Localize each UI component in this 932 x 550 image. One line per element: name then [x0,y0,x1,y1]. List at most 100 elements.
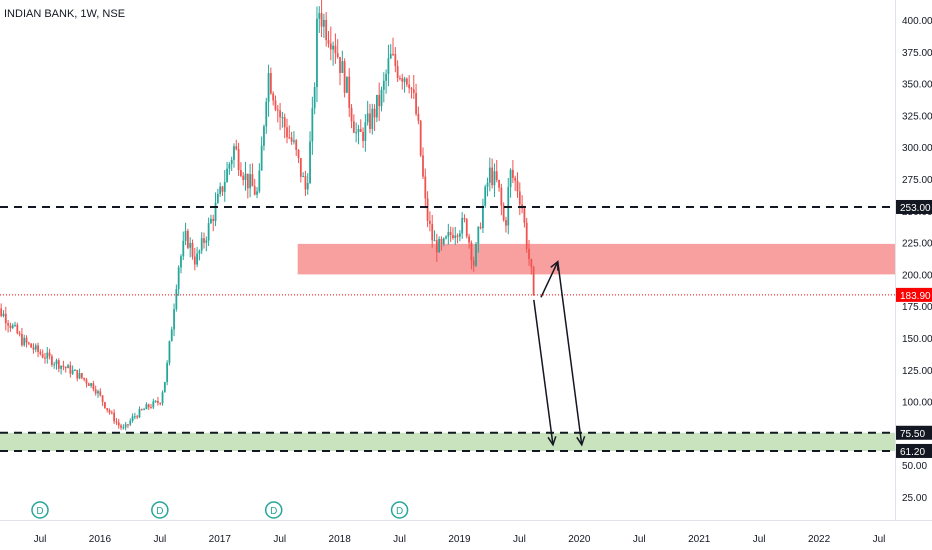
candle-body [97,391,99,394]
candle-body [532,267,535,295]
candle [239,162,242,178]
candle [260,136,263,171]
candle [53,361,56,369]
candle [491,158,494,189]
candle [251,163,254,187]
candle [0,303,3,318]
candle [482,198,484,233]
candle [196,246,199,268]
candle [233,143,235,168]
candle-body [39,351,42,354]
candle [122,424,125,430]
candle-body [16,324,19,334]
candle-body [226,168,228,183]
candle-body [246,173,249,189]
candle-body [528,248,530,259]
candle [500,183,503,216]
time-tick-label: 2019 [448,534,471,545]
candle [189,237,192,258]
candle [304,170,307,196]
candle [295,139,298,156]
candle-body [498,180,500,188]
candle [456,233,459,244]
candle [327,30,330,48]
candle [249,164,252,198]
candle-body [424,176,427,199]
candle-body [465,219,468,237]
time-axis[interactable]: Jul 2016 Jul 2017 Jul 2018 Jul 2019 Jul 2020 Jul 20… [34,534,886,545]
candle [193,247,196,271]
candle-body [186,230,189,248]
candle [14,321,16,327]
candle-body [403,78,406,82]
candle-body [442,238,445,245]
candle [34,343,37,353]
candle-body [486,182,489,187]
candle [113,409,116,424]
candle-body [482,205,484,229]
candle [205,236,208,252]
candle-body [104,402,106,409]
candle [154,400,157,403]
candle-body [46,352,49,359]
candle-body [431,223,434,241]
candle-body [426,198,429,221]
projection-arrow [557,261,586,447]
candle [110,410,113,415]
candle [401,73,404,90]
time-tick-label: Jul [753,534,766,545]
candle-body [468,236,470,243]
candle [41,349,44,359]
candle-body [454,235,457,238]
price-tag: 183.90 [896,287,932,302]
candle-body [269,73,272,94]
candle [454,226,457,246]
candle [244,161,247,191]
candle [267,64,270,117]
candle [530,258,533,275]
candle-body [422,155,424,177]
candle [348,68,351,117]
dividend-marker[interactable]: D [390,501,409,519]
candle-body [256,191,258,195]
candle [150,403,152,409]
candle-body [253,186,256,195]
candle-body [258,170,261,192]
candle [322,13,325,38]
candle-body [477,226,480,245]
price-tick-label: 350.00 [902,80,932,91]
dividend-marker[interactable]: D [31,501,49,519]
candle [493,163,496,197]
chart-title: INDIAN BANK, 1W, NSE [4,8,125,20]
candle-body [2,313,5,317]
candle-body [249,174,252,189]
candle [272,91,275,106]
candle [163,381,166,393]
candle [528,239,530,266]
candle-body [408,84,411,89]
candle-body [0,308,3,317]
candle [46,347,49,364]
candle-body [320,13,323,27]
arrow-shaft [533,299,554,445]
candle [210,214,212,225]
candle-body [276,109,279,111]
candle-body [463,217,466,220]
dividend-marker[interactable]: D [264,501,283,519]
price-tag: 61.20 [896,443,932,458]
time-tick-label: Jul [633,534,646,545]
candle [168,340,171,366]
price-tag-bg [896,287,932,302]
candle [449,226,452,242]
dividend-marker[interactable]: D [151,501,169,519]
candle-body [27,342,30,344]
candle [320,0,323,37]
candle-body [78,373,81,379]
candle [532,265,535,296]
candle [318,6,321,33]
candle-body [177,267,180,290]
candle [212,214,215,232]
candle [362,127,364,148]
